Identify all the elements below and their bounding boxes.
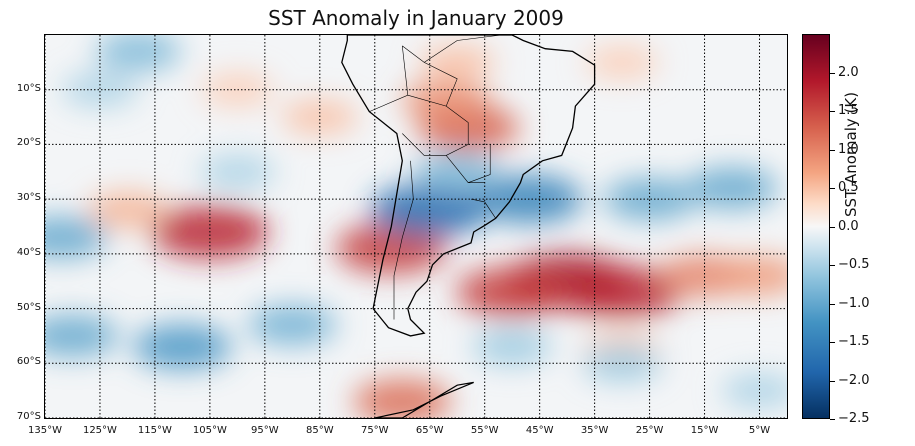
colorbar xyxy=(802,34,830,419)
anomaly-feature-19 xyxy=(247,304,337,346)
anomaly-feature-16 xyxy=(45,216,108,259)
anomaly-feature-10 xyxy=(419,44,496,80)
colorbar-tick-label: −1.5 xyxy=(838,334,870,349)
country-border-6 xyxy=(407,94,469,145)
anomaly-feature-26 xyxy=(603,178,696,221)
longitude-label: 85°W xyxy=(306,425,334,436)
country-border-4 xyxy=(393,160,414,320)
longitude-label: 55°W xyxy=(470,425,499,436)
anomaly-feature-25 xyxy=(414,152,501,192)
colorbar-tick-label: 0.5 xyxy=(838,180,859,195)
colorbar-tick-mark xyxy=(830,149,835,151)
country-border-2 xyxy=(468,144,491,183)
latitude-label: 20°S xyxy=(16,137,41,149)
anomaly-field xyxy=(45,35,787,418)
latitude-label: 40°S xyxy=(16,246,41,258)
colorbar-tick-mark xyxy=(830,342,835,343)
longitude-label: 65°W xyxy=(415,425,444,436)
colorbar-tick-label: −2.5 xyxy=(838,411,870,426)
colorbar-tick-mark xyxy=(830,303,835,305)
longitude-label: 95°W xyxy=(251,425,279,436)
anomaly-feature-27 xyxy=(686,167,779,210)
sst-anomaly-map xyxy=(44,34,788,419)
latitude-label: 50°S xyxy=(16,301,41,313)
colorbar-tick-label: 1.0 xyxy=(838,141,859,157)
longitude-label: 105°W xyxy=(192,425,227,436)
colorbar-tick-label: 0.0 xyxy=(838,218,859,234)
country-border-7 xyxy=(402,45,458,107)
latitude-label: 30°S xyxy=(16,192,41,204)
map-title: SST Anomaly in January 2009 xyxy=(268,6,564,30)
colorbar-tick-mark xyxy=(830,265,835,266)
anomaly-feature-20 xyxy=(95,35,182,72)
anomaly-feature-1 xyxy=(87,191,168,229)
anomaly-feature-22 xyxy=(199,154,276,190)
country-border-3 xyxy=(470,198,496,219)
colorbar-tick-mark xyxy=(830,188,835,189)
colorbar-tick-mark xyxy=(830,380,835,382)
colorbar-tick-mark xyxy=(830,72,835,74)
anomaly-feature-11 xyxy=(585,45,659,80)
colorbar-tick-mark xyxy=(830,111,835,112)
anomaly-feature-28 xyxy=(582,345,662,382)
colorbar-title: SST Anomaly (K) xyxy=(842,91,860,217)
anomaly-feature-17 xyxy=(45,314,119,357)
antarctica-coastline xyxy=(374,381,474,418)
colorbar-tick-mark xyxy=(830,419,835,420)
anomaly-feature-21 xyxy=(61,72,138,108)
colorbar-tick-label: −0.5 xyxy=(838,257,870,272)
longitude-label: 45°W xyxy=(525,425,554,436)
anomaly-feature-14 xyxy=(353,379,452,418)
longitude-label: 35°W xyxy=(580,425,609,436)
longitude-label: 135°W xyxy=(28,425,62,436)
colorbar-tick-label: −1.0 xyxy=(838,295,870,311)
longitude-label: 25°W xyxy=(635,425,664,436)
longitude-label: 5°W xyxy=(748,425,771,436)
latitude-label: 70°S xyxy=(16,411,41,422)
colorbar-tick-label: 2.0 xyxy=(838,64,859,80)
anomaly-feature-13 xyxy=(281,99,358,135)
country-border-5 xyxy=(369,45,409,112)
longitude-label: 115°W xyxy=(137,425,172,436)
colorbar-tick-mark xyxy=(830,226,835,228)
longitude-label: 15°W xyxy=(690,425,719,436)
anomaly-feature-30 xyxy=(721,373,787,409)
anomaly-feature-18 xyxy=(133,324,232,370)
colorbar-tick-label: 1.5 xyxy=(838,103,859,118)
country-border-8 xyxy=(424,35,502,63)
anomaly-feature-29 xyxy=(472,328,552,366)
anomaly-feature-4 xyxy=(401,80,491,121)
map-canvas xyxy=(45,35,787,418)
anomaly-feature-6 xyxy=(563,265,681,319)
longitude-label: 125°W xyxy=(82,425,117,436)
anomaly-feature-12 xyxy=(200,72,274,107)
colorbar-tick-label: −2.0 xyxy=(838,372,870,388)
latitude-label: 10°S xyxy=(16,82,41,94)
anomaly-feature-9 xyxy=(716,256,787,296)
latitude-label: 60°S xyxy=(16,356,41,368)
longitude-label: 75°W xyxy=(360,425,389,436)
anomaly-feature-7 xyxy=(456,266,568,318)
